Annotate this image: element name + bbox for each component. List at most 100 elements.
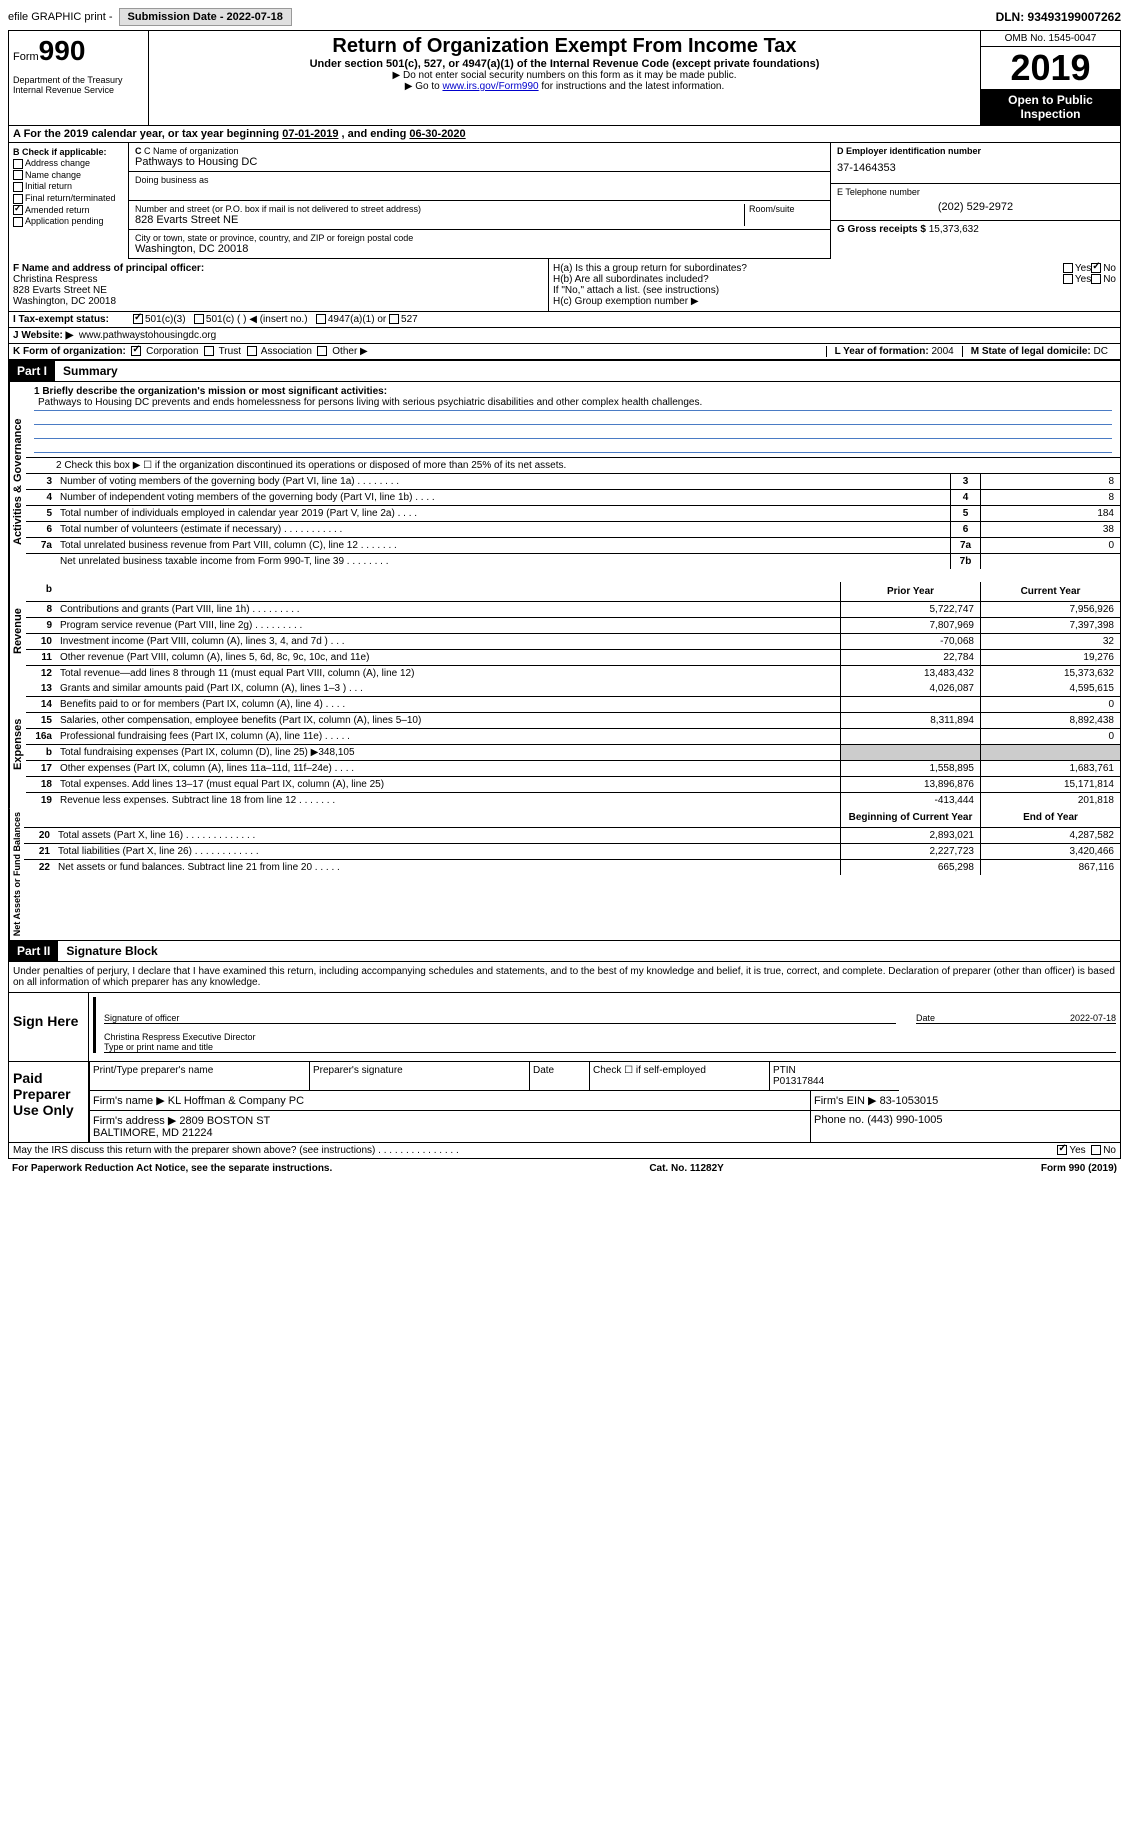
instr2-pre: ▶ Go to [405,81,443,92]
corp-checkbox[interactable] [131,346,141,356]
sig-officer-label: Signature of officer [104,1001,896,1024]
table-row: 5Total number of individuals employed in… [26,506,1120,522]
527-checkbox[interactable] [389,314,399,324]
period-end: 06-30-2020 [409,128,465,140]
firm-addr-label: Firm's address ▶ [93,1115,176,1127]
box-b-checkbox[interactable] [13,170,23,180]
table-row: 11Other revenue (Part VIII, column (A), … [26,650,1120,666]
prep-date-label: Date [529,1062,589,1091]
net-assets-section: Net Assets or Fund Balances Beginning of… [8,808,1121,941]
end-year-hdr: End of Year [980,808,1120,827]
part2-title: Signature Block [58,941,165,961]
hb-no-checkbox[interactable] [1091,274,1101,284]
prep-name-label: Print/Type preparer's name [89,1062,309,1091]
phone-value: (202) 529-2972 [837,197,1114,217]
open-public-label: Open to Public Inspection [981,89,1120,125]
opt-other: Other ▶ [332,346,367,357]
ein-value: 37-1464353 [837,156,1114,180]
box-b-checkbox[interactable] [13,194,23,204]
table-row: 9Program service revenue (Part VIII, lin… [26,618,1120,634]
declaration-text: Under penalties of perjury, I declare th… [8,962,1121,993]
org-city: Washington, DC 20018 [135,243,824,255]
table-row: 19Revenue less expenses. Subtract line 1… [26,793,1120,808]
officer-printed-name: Christina Respress Executive Director [104,1032,1116,1042]
trust-checkbox[interactable] [204,346,214,356]
officer-name: Christina Respress [13,274,544,285]
box-b-checkbox[interactable] [13,217,23,227]
ein-label: D Employer identification number [837,146,981,156]
other-checkbox[interactable] [317,346,327,356]
box-c-name-label: C Name of organization [144,146,239,156]
table-row: 12Total revenue—add lines 8 through 11 (… [26,666,1120,681]
gross-value: 15,373,632 [929,224,979,235]
yes-label: Yes [1075,263,1091,274]
gov-vert-label: Activities & Governance [9,382,26,582]
box-j-label: J Website: ▶ [13,330,73,341]
h-a-label: H(a) Is this a group return for subordin… [553,263,1063,274]
4947-checkbox[interactable] [316,314,326,324]
opt-4947: 4947(a)(1) or [328,314,386,325]
table-row: 18Total expenses. Add lines 13–17 (must … [26,777,1120,793]
expenses-section: Expenses 13Grants and similar amounts pa… [8,681,1121,808]
date-label: Date [916,1013,935,1023]
h-b-label: H(b) Are all subordinates included? [553,274,1063,285]
dba-label: Doing business as [135,175,824,185]
form-header: Form990 Department of the Treasury Inter… [8,30,1121,126]
instr2-post: for instructions and the latest informat… [539,81,725,92]
efile-label: efile GRAPHIC print - [8,11,113,23]
paid-preparer-section: Paid Preparer Use Only Print/Type prepar… [8,1062,1121,1143]
box-b-item: Final return/terminated [13,193,124,204]
omb-number: OMB No. 1545-0047 [981,31,1120,47]
net-vert-label: Net Assets or Fund Balances [9,808,24,940]
discuss-no-checkbox[interactable] [1091,1145,1101,1155]
ha-no-checkbox[interactable] [1091,263,1101,273]
no-label-2: No [1103,274,1116,285]
instr-2: ▶ Go to www.irs.gov/Form990 for instruct… [153,81,976,92]
footer-left: For Paperwork Reduction Act Notice, see … [12,1163,332,1174]
tax-exempt-row: I Tax-exempt status: 501(c)(3) 501(c) ( … [8,312,1121,328]
box-b-checkbox[interactable] [13,205,23,215]
form-org-row: K Form of organization: Corporation Trus… [8,344,1121,360]
discuss-no: No [1103,1145,1116,1156]
website-value: www.pathwaystohousingdc.org [79,330,216,341]
line1-label: 1 Briefly describe the organization's mi… [34,386,387,397]
h-note: If "No," attach a list. (see instruction… [553,285,1116,296]
box-b-checkbox[interactable] [13,159,23,169]
hb-yes-checkbox[interactable] [1063,274,1073,284]
h-c-label: H(c) Group exemption number ▶ [553,296,1116,307]
curr-year-hdr: Current Year [980,582,1120,601]
box-b-label: B Check if applicable: [13,147,124,157]
sign-here-label: Sign Here [9,993,89,1061]
opt-trust: Trust [219,346,241,357]
opt-501c: 501(c) ( ) ◀ (insert no.) [206,314,308,325]
page-footer: For Paperwork Reduction Act Notice, see … [8,1159,1121,1178]
box-k-label: K Form of organization: [13,346,126,357]
rev-vert-label: Revenue [9,582,26,681]
instr-1: ▶ Do not enter social security numbers o… [153,70,976,81]
box-l-label: L Year of formation: [835,346,929,357]
501c-checkbox[interactable] [194,314,204,324]
dept-label: Department of the Treasury Internal Reve… [13,75,144,95]
form-title: Return of Organization Exempt From Incom… [153,35,976,58]
part2-header: Part II [9,941,58,961]
box-b-item: Initial return [13,181,124,192]
box-b-checkbox[interactable] [13,182,23,192]
assoc-checkbox[interactable] [247,346,257,356]
governance-section: Activities & Governance 1 Briefly descri… [8,382,1121,582]
irs-link[interactable]: www.irs.gov/Form990 [442,81,538,92]
officer-h-row: F Name and address of principal officer:… [8,259,1121,312]
discuss-yes-checkbox[interactable] [1057,1145,1067,1155]
firm-name: KL Hoffman & Company PC [168,1095,304,1107]
city-label: City or town, state or province, country… [135,233,824,243]
sign-here-section: Sign Here Signature of officer2022-07-18… [8,993,1121,1062]
part1-header: Part I [9,361,55,381]
footer-right: Form 990 (2019) [1041,1163,1117,1174]
submission-date-button[interactable]: Submission Date - 2022-07-18 [119,8,292,26]
line2-text: 2 Check this box ▶ ☐ if the organization… [26,458,1120,473]
firm-name-label: Firm's name ▶ [93,1095,165,1107]
501c3-checkbox[interactable] [133,314,143,324]
ha-yes-checkbox[interactable] [1063,263,1073,273]
table-row: 17Other expenses (Part IX, column (A), l… [26,761,1120,777]
room-label: Room/suite [749,204,824,214]
gross-label: G Gross receipts $ [837,224,926,235]
